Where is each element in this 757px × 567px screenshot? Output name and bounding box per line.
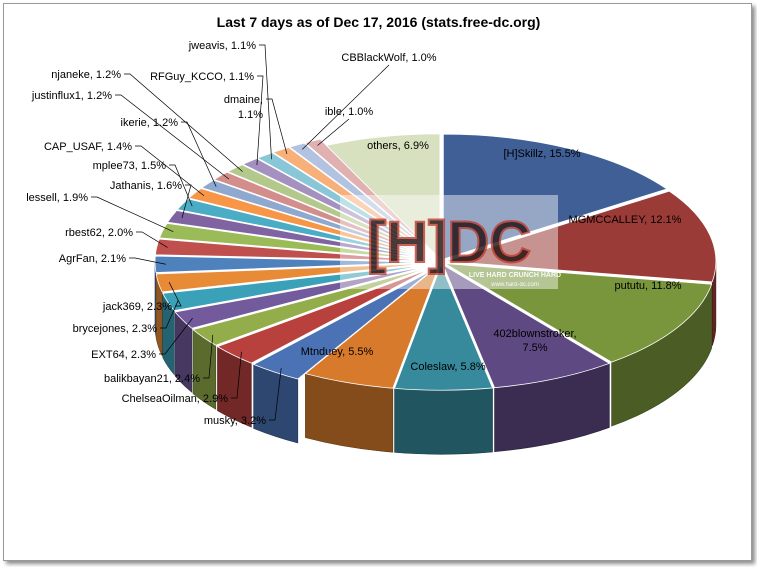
watermark-tagline: LIVE HARD CRUNCH HARD [469, 272, 561, 279]
leader-line-cbblackwolf [302, 64, 390, 150]
pie-slice-justinflux1 [213, 171, 429, 256]
data-label-jweavis: jweavis, 1.1% [188, 40, 256, 52]
pie-slice-agrfan [154, 255, 426, 273]
leader-line-justinflux1 [115, 94, 230, 180]
pie-slice-chelseaoilman [216, 268, 430, 364]
pie-slice-rfguy-kcco [241, 158, 431, 255]
leader-line-brycejones [160, 300, 179, 329]
data-label-jathanis: Jathanis, 1.6% [110, 180, 182, 192]
leader-line-lessell [91, 196, 174, 233]
data-label-jack369: jack369, 2.3% [102, 301, 172, 313]
leader-line-balikbayan21 [203, 334, 214, 379]
data-label-balikbayan21: balikbayan21, 2.4% [104, 373, 200, 385]
data-label-chelseaoilman: ChelseaOilman, 2.9% [122, 393, 229, 405]
data-label-agrfan: AgrFan, 2.1% [59, 253, 126, 265]
data-label-402blownstroker: 402blownstroker, 7.5% [493, 328, 576, 354]
leader-line-mplee73 [169, 164, 193, 207]
leader-line-jack369 [168, 282, 182, 307]
leader-line-ible [317, 118, 350, 146]
pie-slice-mgmccalley [445, 190, 717, 283]
pie-slice-coleslaw [394, 264, 494, 391]
data-label-musky: musky, 3.2% [204, 415, 266, 427]
chart-title: Last 7 days as of Dec 17, 2016 (stats.fr… [216, 14, 541, 30]
leader-line-ikerie [181, 121, 217, 187]
data-label-justinflux1: justinflux1, 1.2% [31, 90, 112, 102]
data-label-dmaine: dmaine, 1.1% [224, 94, 263, 121]
pie-side-coleslaw [394, 387, 493, 455]
data-label-rbest62: rbest62, 2.0% [65, 227, 133, 239]
pie-slice-mtnduey [304, 263, 441, 389]
data-label-mtnduey: Mtnduey, 5.5% [301, 346, 374, 358]
pie-slice-ext64 [174, 266, 427, 329]
leader-line-musky [269, 368, 282, 421]
leader-line-rfguy-kcco [256, 75, 264, 166]
pie-slice-rbest62 [154, 238, 426, 262]
pie-slice-pututu [445, 263, 713, 363]
data-label-cbblackwolf: CBBlackWolf, 1.0% [341, 52, 436, 64]
pie-slice-mplee73 [176, 198, 427, 258]
data-label-njaneke: njaneke, 1.2% [51, 69, 121, 81]
leader-line-njaneke [124, 73, 243, 172]
leader-line-cap-usaf [135, 145, 205, 197]
leader-line-dmaine [266, 98, 288, 155]
leader-line-rbest62 [136, 231, 168, 248]
leader-line-ext64 [159, 317, 193, 355]
data-label-h-skillz: [H]Skillz, 15.5% [503, 148, 580, 160]
data-label-coleslaw: Coleslaw, 5.8% [410, 361, 485, 373]
data-label-lessell: lessell, 1.9% [26, 192, 88, 204]
watermark-brand: [H]DC [367, 210, 531, 275]
data-label-mplee73: mplee73, 1.5% [93, 160, 167, 172]
pie-slice-njaneke [226, 164, 430, 256]
data-label-pututu: pututu, 11.8% [614, 280, 681, 292]
pie-slice-402blownstroker [442, 263, 611, 389]
leader-line-jathanis [181, 184, 192, 219]
pie-slice-dmaine [272, 147, 433, 254]
data-label-rfguy-kcco: RFGuy_KCCO, 1.1% [150, 71, 254, 83]
watermark-logo: [H]DC LIVE HARD CRUNCH HARD www.hard-dc.… [340, 195, 561, 289]
pie-slice-balikbayan21 [192, 267, 428, 346]
pie-slice-cbblackwolf [288, 142, 434, 254]
data-label-mgmccalley: MGMCCALLEY, 12.1% [569, 214, 682, 226]
pie-slice-h-skillz [442, 133, 668, 260]
leader-line-jweavis [259, 44, 272, 160]
data-label-cap-usaf: CAP_USAF, 1.4% [44, 141, 132, 153]
pie-slice-others [325, 133, 441, 260]
data-label-ikerie: ikerie, 1.2% [121, 117, 179, 129]
pie-slice-ible [304, 138, 435, 254]
pie-slice-musky [252, 270, 432, 380]
leader-line-chelseaoilman [231, 351, 242, 399]
data-label-ible: ible, 1.0% [325, 106, 374, 118]
data-label-brycejones: brycejones, 2.3% [73, 323, 158, 335]
pie-slice-brycejones [162, 264, 426, 312]
leader-line-agrfan [129, 257, 166, 265]
watermark-url: www.hard-dc.com [490, 282, 539, 288]
pie-slice-lessell [158, 222, 426, 260]
data-label-others: others, 6.9% [367, 140, 429, 152]
data-label-ext64: EXT64, 2.3% [91, 349, 156, 361]
pie-slice-jathanis [166, 209, 427, 259]
pie-slice-jack369 [155, 263, 426, 293]
